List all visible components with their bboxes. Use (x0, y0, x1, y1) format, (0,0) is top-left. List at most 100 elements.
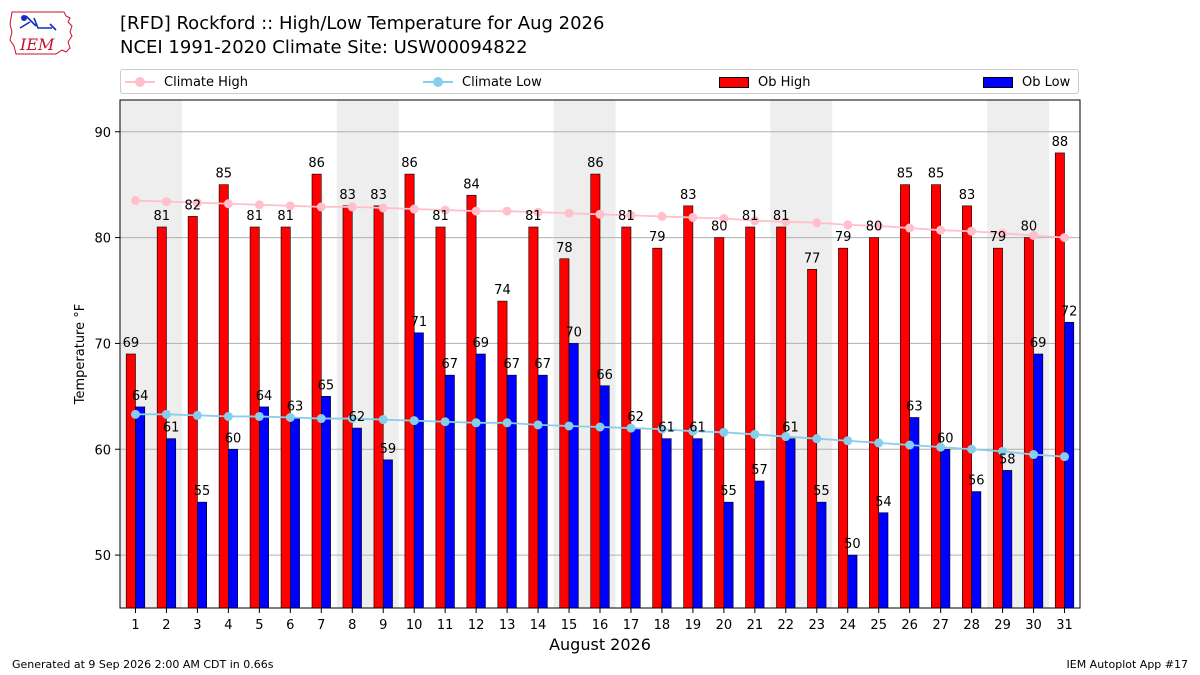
point-climate-high-17 (626, 210, 636, 220)
data-label-ob-low-22: 61 (782, 421, 799, 436)
point-climate-high-7 (316, 202, 326, 212)
data-label-ob-low-21: 57 (751, 463, 768, 478)
point-climate-high-12 (471, 206, 481, 216)
bar-ob-high-31 (1054, 152, 1065, 609)
point-climate-high-2 (161, 197, 171, 207)
point-climate-high-4 (223, 199, 233, 209)
point-climate-low-4 (223, 411, 233, 421)
bar-ob-high-14 (528, 226, 539, 609)
bar-ob-low-14 (537, 374, 548, 609)
x-tick-label-26: 26 (901, 618, 918, 633)
bar-ob-low-25 (878, 512, 889, 609)
point-climate-high-21 (750, 216, 760, 226)
bar-ob-low-11 (444, 374, 455, 609)
point-climate-low-23 (812, 434, 822, 444)
y-tick-label-70: 70 (94, 337, 111, 352)
data-label-ob-low-11: 67 (442, 357, 459, 372)
point-climate-low-5 (254, 411, 264, 421)
data-label-ob-high-8: 83 (339, 188, 356, 203)
bar-ob-low-2 (166, 438, 177, 609)
point-climate-low-19 (688, 426, 698, 436)
legend-label-ob-high: Ob High (758, 74, 811, 90)
x-tick-label-8: 8 (348, 618, 356, 633)
bar-ob-low-18 (661, 438, 672, 609)
data-label-ob-low-16: 66 (596, 368, 613, 383)
bar-ob-low-24 (847, 554, 858, 609)
data-label-ob-low-23: 55 (813, 484, 830, 499)
legend-swatch-ob-high (719, 76, 749, 88)
point-climate-high-31 (1060, 233, 1070, 243)
bar-ob-high-25 (869, 237, 880, 609)
bar-ob-low-23 (816, 501, 827, 609)
data-label-ob-low-8: 62 (349, 410, 366, 425)
data-label-ob-high-7: 86 (308, 156, 325, 171)
bar-ob-high-20 (714, 237, 725, 609)
point-climate-high-20 (719, 214, 729, 224)
point-climate-low-20 (719, 427, 729, 437)
legend-swatch-ob-low (983, 76, 1013, 88)
data-label-ob-low-4: 60 (225, 431, 242, 446)
x-tick-label-27: 27 (932, 618, 949, 633)
x-axis-label: August 2026 (549, 635, 651, 654)
data-label-ob-high-1: 69 (123, 336, 140, 351)
x-tick-label-11: 11 (437, 618, 454, 633)
point-climate-low-9 (378, 415, 388, 425)
data-label-ob-low-29: 58 (999, 452, 1016, 467)
point-climate-low-25 (874, 438, 884, 448)
data-label-ob-low-30: 69 (1030, 336, 1047, 351)
generated-timestamp: Generated at 9 Sep 2026 2:00 AM CDT in 0… (12, 658, 274, 671)
data-label-ob-low-3: 55 (194, 484, 211, 499)
point-climate-high-19 (688, 212, 698, 222)
chart-title: [RFD] Rockford :: High/Low Temperature f… (120, 13, 605, 34)
bar-ob-high-29 (992, 247, 1003, 609)
bar-ob-high-30 (1023, 237, 1034, 609)
point-climate-low-22 (781, 432, 791, 442)
point-climate-low-30 (1029, 450, 1039, 460)
point-climate-high-23 (812, 218, 822, 228)
point-climate-high-10 (409, 204, 419, 214)
y-tick-label-90: 90 (94, 126, 111, 141)
data-label-ob-high-18: 79 (649, 230, 666, 245)
data-label-ob-high-11: 81 (432, 209, 449, 224)
x-tick-label-14: 14 (530, 618, 547, 633)
legend-label-climate-low: Climate Low (462, 74, 542, 90)
bar-ob-high-8 (342, 205, 353, 609)
data-label-ob-high-14: 81 (525, 209, 542, 224)
point-climate-high-27 (936, 225, 946, 235)
point-climate-low-11 (440, 417, 450, 427)
data-label-ob-high-2: 81 (154, 209, 171, 224)
chart-subtitle: NCEI 1991-2020 Climate Site: USW00094822 (120, 37, 528, 58)
point-climate-high-18 (657, 211, 667, 221)
data-label-ob-low-27: 60 (937, 431, 954, 446)
x-tick-label-29: 29 (994, 618, 1011, 633)
point-climate-low-29 (998, 446, 1008, 456)
x-tick-label-15: 15 (561, 618, 578, 633)
x-tick-label-13: 13 (499, 618, 516, 633)
point-climate-low-3 (192, 410, 202, 420)
point-climate-high-14 (533, 207, 543, 217)
data-label-ob-high-24: 79 (835, 230, 852, 245)
data-label-ob-high-19: 83 (680, 188, 697, 203)
data-label-ob-low-17: 62 (627, 410, 644, 425)
bar-ob-high-26 (900, 184, 910, 609)
x-tick-label-19: 19 (685, 618, 702, 633)
data-label-ob-low-15: 70 (565, 325, 582, 340)
data-label-ob-high-20: 80 (711, 220, 728, 235)
y-axis-label: Temperature °F (73, 304, 88, 405)
data-label-ob-low-6: 63 (287, 400, 304, 415)
bar-ob-high-22 (776, 226, 787, 609)
bar-ob-low-16 (599, 385, 610, 609)
data-label-ob-high-6: 81 (277, 209, 294, 224)
iem-logo: IEM (6, 6, 82, 58)
bar-ob-high-10 (404, 173, 415, 609)
bar-ob-high-15 (559, 258, 570, 609)
data-label-ob-low-12: 69 (473, 336, 490, 351)
x-tick-label-28: 28 (963, 618, 980, 633)
point-climate-low-28 (967, 444, 977, 454)
point-climate-low-13 (502, 418, 512, 428)
x-tick-label-20: 20 (716, 618, 733, 633)
point-climate-high-30 (1029, 230, 1039, 240)
bar-ob-high-9 (373, 205, 384, 609)
point-climate-low-1 (130, 409, 140, 419)
data-label-ob-high-10: 86 (401, 156, 418, 171)
